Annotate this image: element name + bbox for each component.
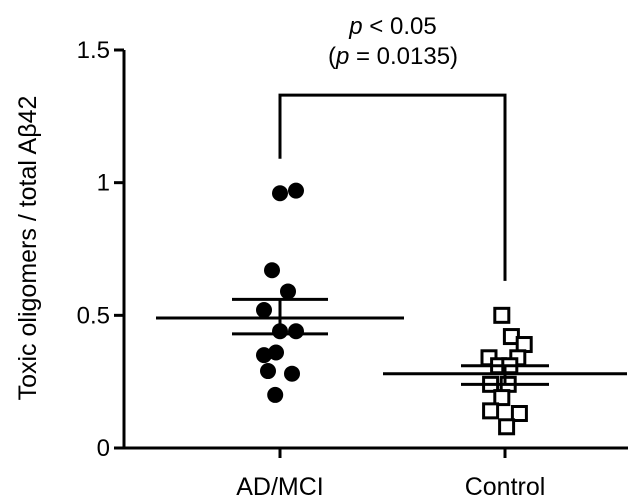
- y-tick-label: 0.5: [77, 302, 110, 329]
- y-axis-label: Toxic oligomers / total Aβ42: [14, 96, 42, 401]
- data-point: [510, 405, 528, 423]
- significance-bracket: [278, 93, 507, 281]
- y-tick-label: 1: [97, 170, 110, 197]
- y-tick-label: 1.5: [77, 37, 110, 64]
- x-tick-label: AD/MCI: [236, 473, 324, 501]
- x-tick-label: Control: [465, 473, 546, 501]
- y-tick-label: 0: [97, 435, 110, 462]
- data-point: [267, 386, 284, 403]
- data-point: [493, 306, 511, 324]
- data-point: [268, 344, 284, 361]
- data-point: [256, 347, 272, 364]
- data-point: [272, 185, 288, 202]
- significance-annotation: p < 0.05 (p = 0.0135): [328, 13, 458, 70]
- labels: 0 0.5 1 1.5 AD/MCI Control: [77, 37, 546, 501]
- significance-line-2: (p = 0.0135): [328, 43, 458, 70]
- data-point: [280, 283, 296, 300]
- data-marks: [156, 93, 627, 436]
- data-point: [264, 262, 280, 279]
- axes: [114, 48, 628, 458]
- data-point: [288, 323, 304, 340]
- data-point: [498, 418, 516, 436]
- data-point: [284, 365, 300, 382]
- data-point: [482, 402, 500, 420]
- data-point: [288, 182, 304, 199]
- data-point: [260, 363, 276, 380]
- data-point: [256, 302, 272, 319]
- significance-line-1: p < 0.05: [348, 13, 436, 40]
- data-point: [493, 389, 511, 407]
